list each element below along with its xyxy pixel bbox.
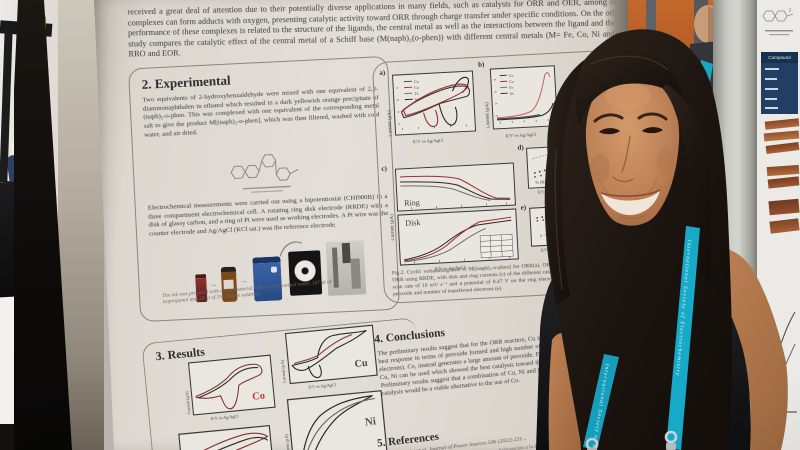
svg-text:Co: Co bbox=[414, 85, 419, 90]
right-poster-structure bbox=[762, 8, 794, 36]
ni-plot: Ni bbox=[286, 390, 389, 450]
co-plot: Co bbox=[187, 354, 276, 416]
forehead-highlight bbox=[606, 82, 650, 110]
equipment-photos: → → bbox=[186, 237, 389, 309]
figure-b-plot: Cu Co Fe Ni bbox=[489, 65, 558, 130]
cheek-shadow-left bbox=[590, 153, 610, 183]
svg-text:Ni: Ni bbox=[364, 415, 376, 428]
figure-c: c) Current (μA) Ring bbox=[381, 158, 524, 271]
figure-b: b) Current (μA) Cu Co Fe Ni bbox=[478, 60, 564, 146]
svg-text:Co: Co bbox=[252, 391, 266, 403]
section-figures: a) Current (μA) Cu Co Fe bbox=[371, 50, 619, 304]
eyebrow-left bbox=[593, 113, 624, 123]
eye-left bbox=[599, 128, 620, 135]
section-experimental: 2. Experimental Two equivalents of 2-hyd… bbox=[127, 55, 401, 323]
table-row-mark bbox=[765, 98, 777, 100]
table-row-mark bbox=[765, 88, 778, 90]
lanyard-clasp-right bbox=[664, 430, 678, 450]
smile-teeth bbox=[601, 190, 660, 216]
svg-text:Fe: Fe bbox=[509, 85, 513, 90]
eyebrow-right bbox=[637, 112, 668, 121]
svg-text:Co: Co bbox=[509, 79, 514, 84]
results-plot-fe: Current (μA) Fe bbox=[171, 424, 276, 450]
results-plot-cu: Current (μA) Cu E/V vs Ag/AgCl bbox=[277, 324, 383, 397]
fe-plot: Fe bbox=[178, 424, 276, 450]
smile-line-left bbox=[598, 178, 611, 196]
svg-text:n =: n = bbox=[540, 232, 546, 237]
table-row-mark bbox=[765, 68, 779, 70]
cheek-shadow-right bbox=[656, 148, 674, 176]
svg-text:Cu: Cu bbox=[414, 79, 419, 84]
figure-a: a) Current (μA) Cu Co Fe bbox=[379, 69, 483, 155]
section-results: 3. Results Current (μA) Co E/V vs Ag/AgC… bbox=[141, 317, 430, 450]
figure-c-ring-plot: Ring bbox=[394, 162, 517, 212]
hair-strand-left bbox=[547, 60, 584, 305]
svg-text:Ring: Ring bbox=[404, 198, 420, 208]
svg-text:Ni: Ni bbox=[415, 97, 420, 102]
svg-text:Cu: Cu bbox=[354, 358, 368, 370]
curved-arrow-icon bbox=[279, 241, 302, 257]
table-row-mark bbox=[765, 107, 778, 109]
figure-c-inset-table bbox=[479, 233, 514, 259]
molecule-structure bbox=[230, 154, 299, 193]
nose bbox=[612, 135, 634, 183]
svg-text:% HO₂⁻ =: % HO₂⁻ = bbox=[535, 179, 554, 185]
figure-c-disk-plot: Disk bbox=[397, 208, 519, 266]
lower-lip bbox=[610, 209, 653, 220]
table-header-cell: Compound bbox=[761, 52, 798, 63]
cu-plot: Cu bbox=[284, 324, 378, 385]
right-poster-table: Compound bbox=[761, 52, 798, 114]
svg-text:Fe: Fe bbox=[414, 91, 418, 96]
upper-lip bbox=[600, 189, 661, 197]
figure-a-plot: Cu Co Fe Ni bbox=[392, 70, 477, 136]
hair-bangs bbox=[575, 52, 685, 126]
right-arm bbox=[700, 248, 788, 450]
smile-line-right bbox=[646, 176, 658, 195]
svg-text:Disk: Disk bbox=[405, 218, 421, 228]
eye-right bbox=[642, 127, 663, 134]
results-plot-co: Current (μA) Co E/V vs Ag/AgCl bbox=[181, 354, 279, 429]
hair-highlight bbox=[554, 55, 669, 291]
svg-text:Cu: Cu bbox=[509, 73, 514, 78]
results-plot-ni: Current (μA) Ni bbox=[280, 390, 389, 450]
svg-text:Ni: Ni bbox=[510, 91, 515, 96]
chin-shadow bbox=[618, 214, 646, 226]
face bbox=[585, 70, 680, 226]
table-row-mark bbox=[765, 78, 777, 80]
